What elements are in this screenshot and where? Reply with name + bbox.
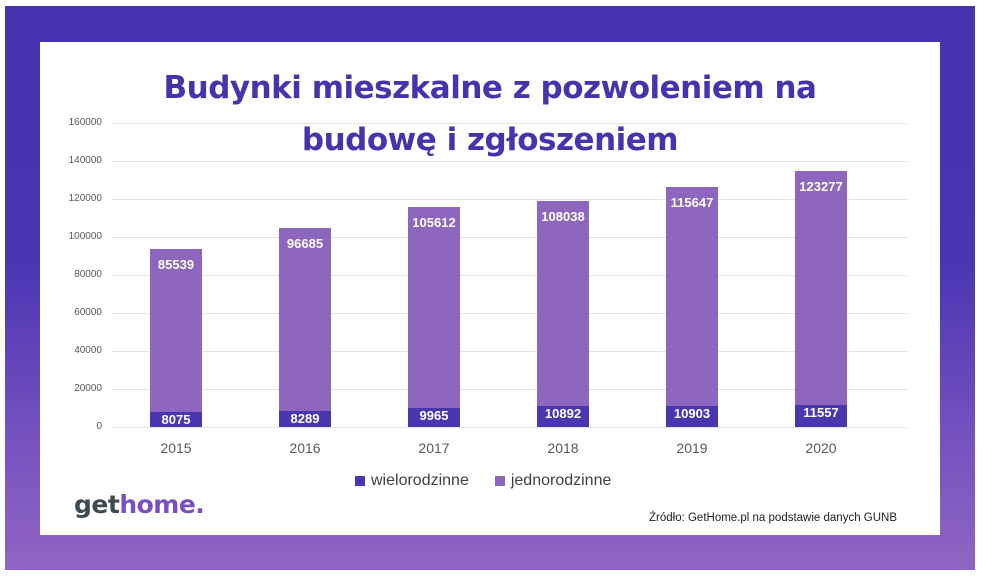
data-label: 8075 [161,411,191,427]
bar-2018: 108038 10892 [537,201,589,427]
y-tick-label: 100000 [68,231,102,242]
source-note: Źródło: GetHome.pl na podstawie danych G… [649,512,898,524]
bar-2016: 96685 8289 [279,227,331,427]
bar-segment-wielorodzinne: 11557 [795,405,847,427]
y-tick-label: 40000 [74,345,102,356]
legend-label: wielorodzinne [371,472,469,489]
data-label: 108038 [541,209,585,225]
legend-label: jednorodzinne [510,472,612,489]
gridline [112,389,907,390]
bar-segment-jednorodzinne: 108038 [537,201,589,407]
data-label: 10903 [673,406,711,422]
y-tick-label: 60000 [74,307,102,318]
bar-segment-jednorodzinne: 105612 [408,207,460,409]
gethome-logo: gethome. [74,490,205,519]
data-label: 85539 [157,257,195,273]
bar-segment-jednorodzinne: 123277 [795,170,847,406]
bar-segment-jednorodzinne: 96685 [279,227,331,412]
y-tick-label: 80000 [74,269,102,280]
y-tick-label: 160000 [68,117,102,128]
bar-segment-wielorodzinne: 8289 [279,411,331,427]
gridline [112,161,907,162]
gridline [112,199,907,200]
gridline [112,123,907,124]
logo-part-get: get [74,490,120,519]
data-label: 105612 [412,215,456,231]
legend-item-wielorodzinne: wielorodzinne [355,472,469,490]
bar-2015: 85539 8075 [150,249,202,427]
chart-card: Budynki mieszkalne z pozwoleniem na budo… [40,42,940,535]
bar-segment-wielorodzinne: 10903 [666,406,718,427]
legend-swatch-icon [355,476,365,486]
logo-part-home: home. [119,490,205,519]
y-tick-label: 0 [96,421,102,432]
legend: wielorodzinne jednorodzinne [355,472,611,490]
data-label: 8289 [290,411,320,427]
legend-swatch-icon [494,476,505,486]
x-tick-label: 2015 [160,440,192,456]
x-tick-label: 2020 [805,440,837,456]
gridline [112,427,907,428]
gridline [112,351,907,352]
gridline [112,275,907,276]
bar-segment-jednorodzinne: 115647 [666,186,718,407]
y-tick-label: 140000 [68,155,102,166]
bar-2019: 115647 10903 [666,186,718,427]
chart-title-line2: budowę i zgłoszeniem [301,122,679,158]
data-label: 10892 [544,406,582,422]
x-tick-label: 2018 [547,440,579,456]
y-tick-label: 20000 [74,383,102,394]
bar-2017: 105612 9965 [408,207,460,427]
bar-segment-wielorodzinne: 10892 [537,406,589,427]
y-tick-label: 120000 [68,193,102,204]
bar-2020: 123277 11557 [795,170,847,427]
x-tick-label: 2016 [289,440,321,456]
data-label: 9965 [419,408,449,424]
bar-segment-wielorodzinne: 8075 [150,411,202,427]
bar-segment-jednorodzinne: 85539 [150,249,202,412]
legend-item-jednorodzinne: jednorodzinne [494,472,612,490]
x-tick-label: 2019 [676,440,708,456]
bar-segment-wielorodzinne: 9965 [408,408,460,427]
gridline [112,313,907,314]
gridline [112,237,907,238]
data-label: 115647 [670,194,714,210]
chart-title-line1: Budynki mieszkalne z pozwoleniem na [163,70,817,106]
x-tick-label: 2017 [418,440,450,456]
plot-area: 160000 140000 120000 100000 80000 60000 40000 2… [40,42,940,535]
data-label: 11557 [803,405,839,421]
data-label: 96685 [286,235,324,251]
data-label: 123277 [799,178,843,194]
